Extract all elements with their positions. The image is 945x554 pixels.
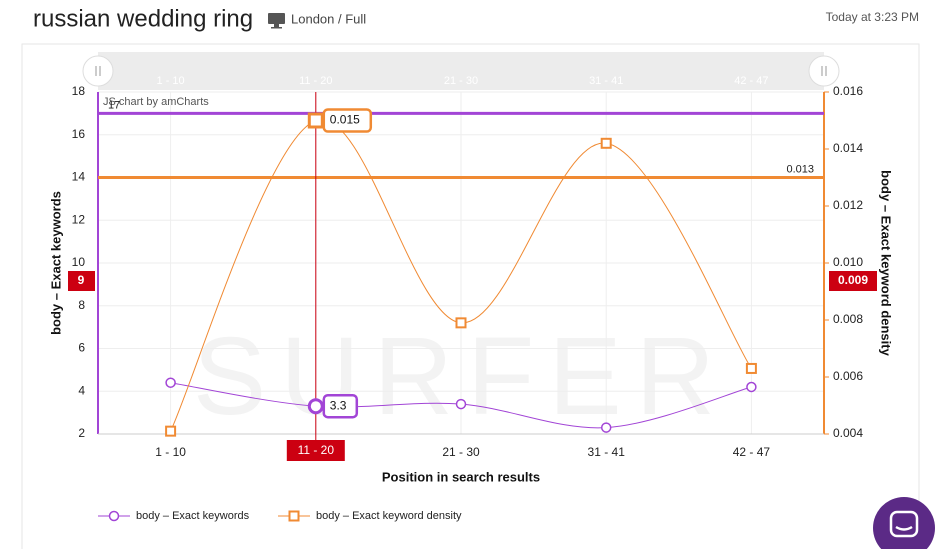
y-tick-label: 12 [72,212,86,226]
handle-grip [821,66,827,76]
cursor-y2-box [829,271,877,291]
page-title: russian wedding ring [33,5,253,32]
guide-label: 0.013 [786,163,814,175]
scrollbar-label: 31 - 41 [589,75,623,87]
y-tick-label: 10 [72,255,86,269]
y2-axis-title: body – Exact keyword density [879,170,894,356]
card [21,43,920,554]
y2-tick-label: 0.012 [833,198,863,212]
scrollbar-label: 11 - 20 [299,75,332,87]
y2-tick-label: 0.016 [833,84,863,98]
y2-tick-label: 0.014 [833,141,863,155]
x-axis-title: Position in search results [382,469,540,484]
legend-label: body – Exact keyword density [316,510,462,522]
scrollbar-handle[interactable] [82,55,114,87]
scrollbar-handle[interactable] [808,55,840,87]
handle-grip [95,66,101,76]
y-tick-label: 6 [78,341,85,355]
credit: JS chart by amCharts [103,96,209,108]
y-tick-label: 18 [72,84,86,98]
monitor-icon [268,13,285,29]
data-point [307,112,324,129]
location: London / Full [291,11,366,26]
balloon-label: 0.015 [330,113,360,127]
y-tick-label: 2 [78,426,85,440]
x-tick-label: 31 - 41 [588,445,626,459]
x-tick-label: 1 - 10 [155,445,186,459]
y-tick-label: 8 [78,298,85,312]
data-point [108,510,120,522]
y-tick-label: 4 [78,383,85,397]
cursor-x-box [286,440,345,461]
data-point [288,510,300,522]
watermark: SURFER [193,315,729,438]
y-tick-label: 14 [72,170,86,184]
balloon-label: 3.3 [330,398,347,412]
y2-tick-label: 0.010 [833,255,863,269]
timestamp: Today at 3:23 PM [826,10,919,24]
cursor-y2-label: 0.009 [838,273,868,287]
cursor-y-label: 9 [78,273,85,287]
chat-button[interactable] [873,497,935,554]
y2-tick-label: 0.006 [833,369,863,383]
y-tick-label: 16 [72,127,86,141]
data-point [746,381,757,393]
data-point [165,425,177,437]
y-axis-title: body – Exact keywords [48,191,63,335]
scrollbar [98,52,824,90]
scrollbar-label: 1 - 10 [157,75,185,87]
scrollbar-label: 21 - 30 [444,75,478,87]
balloon [322,393,359,419]
chart: SURFER 1 - 10 11 - 20 21 - 30 31 - 41 42 - 47… [48,52,894,522]
data-point [455,398,467,410]
data-point [600,422,612,433]
data-point [307,398,324,415]
legend-label: body – Exact keywords [136,510,250,522]
balloon [322,108,373,133]
cursor-x-label: 11 - 20 [298,443,335,457]
x-tick-label: 42 - 47 [733,445,771,459]
y2-tick-label: 0.008 [833,312,863,326]
data-point [165,377,176,388]
data-point [455,317,467,329]
scrollbar-label: 42 - 47 [734,75,768,87]
x-tick-label: 21 - 30 [442,445,480,459]
y2-tick-label: 0.004 [833,426,863,440]
cursor-y-box [68,271,95,291]
data-point [600,137,612,149]
data-point [745,362,757,374]
guide-label: 17 [108,99,120,111]
